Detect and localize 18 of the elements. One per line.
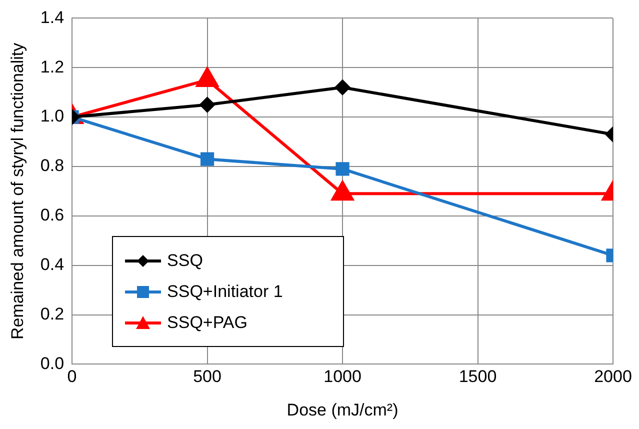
x-axis-title: Dose (mJ/cm²) xyxy=(286,400,398,420)
y-tick-label: 1.0 xyxy=(40,106,64,126)
y-tick-label: 1.4 xyxy=(40,8,64,27)
y-tick-label: 0.6 xyxy=(40,206,64,225)
x-tick-label: 1000 xyxy=(324,367,362,386)
x-tick-label: 1500 xyxy=(458,367,497,386)
x-tick-label: 0 xyxy=(67,367,77,386)
x-tick-label: 2000 xyxy=(594,367,632,386)
y-tick-label: 0.8 xyxy=(40,156,64,176)
legend-label: SSQ+PAG xyxy=(167,312,248,333)
y-tick-label: 0.0 xyxy=(40,354,64,373)
y-tick-label: 0.2 xyxy=(40,304,64,324)
y-tick-label: 0.4 xyxy=(40,255,64,274)
legend-label: SSQ xyxy=(167,250,203,271)
legend-label: SSQ+Initiator 1 xyxy=(167,282,283,302)
x-tick-label: 500 xyxy=(193,367,222,386)
y-axis-title: Remained amount of styryl functionality xyxy=(8,42,27,340)
y-tick-label: 1.2 xyxy=(40,57,64,76)
